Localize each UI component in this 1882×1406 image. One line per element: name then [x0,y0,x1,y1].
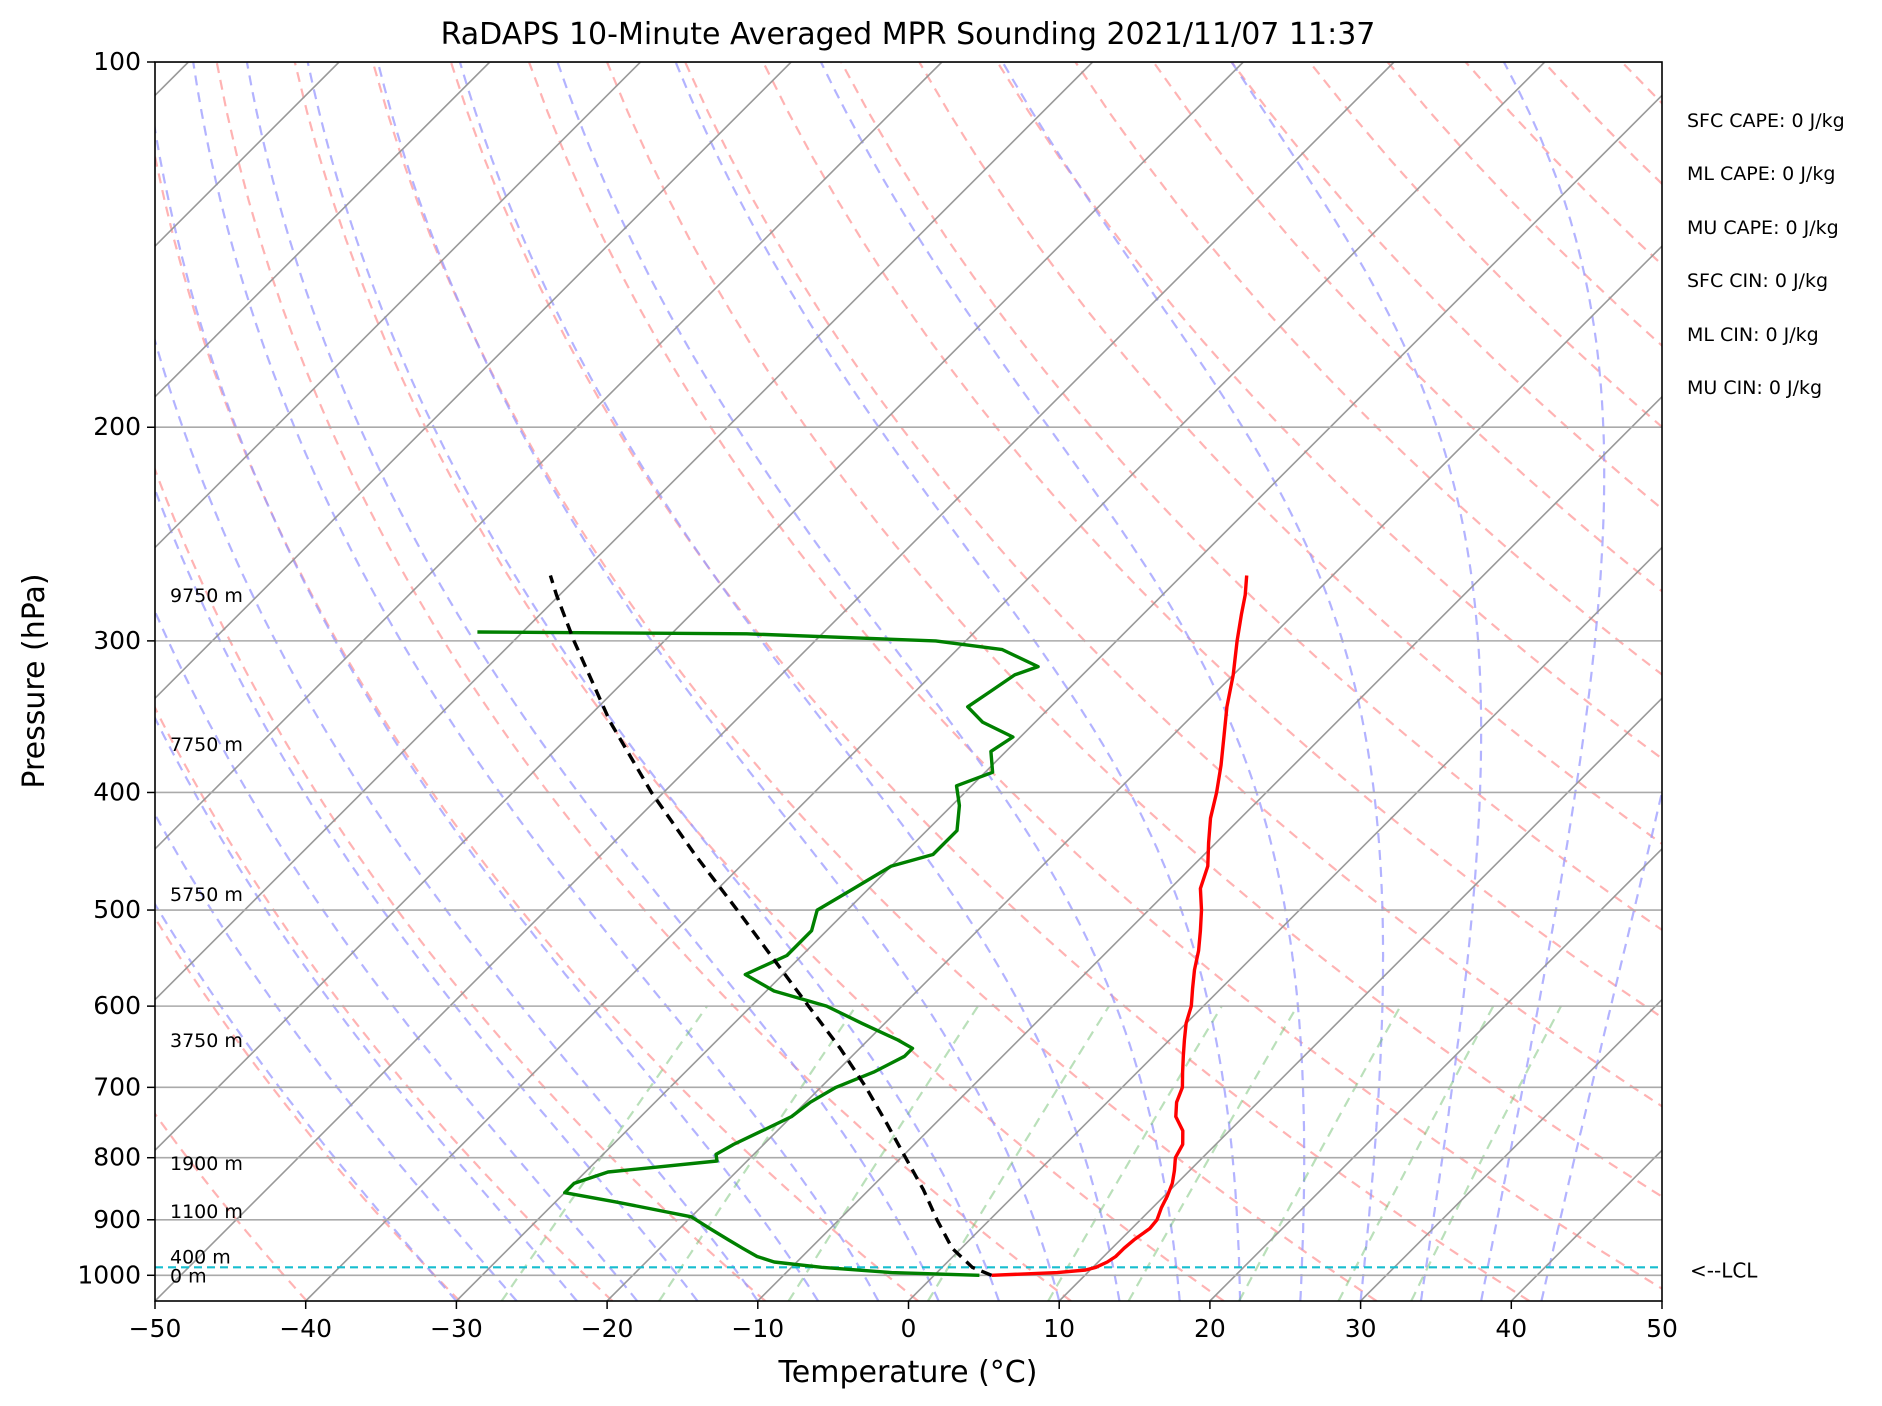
isotherm [155,62,491,398]
x-tick-label: 20 [1194,1314,1226,1343]
stat-ml-cape: ML CAPE: 0 J/kg [1687,163,1836,186]
height-label: 0 m [170,1265,207,1287]
dry-adiabat [762,62,1662,1019]
mixing-ratio-line [1410,1005,1562,1301]
isotherm [155,62,1244,1152]
mixing-ratio-line [1127,1005,1299,1301]
isotherm [1209,847,1662,1301]
stat-mu-cape: MU CAPE: 0 J/kg [1687,216,1839,239]
dewpoint-profile [477,630,1040,1277]
dry-adiabat [293,62,1225,1301]
dry-adiabat [155,705,614,1301]
y-tick-label: 300 [93,626,141,655]
isotherm [757,395,1662,1301]
height-label: 5750 m [170,884,243,906]
isotherm [305,62,1546,1301]
x-tick-label: −50 [129,1314,182,1343]
x-tick-label: 30 [1345,1314,1377,1343]
moist-adiabat [1480,62,1606,1301]
y-axis-label: Pressure (hPa) [17,573,52,788]
y-tick-label: 800 [93,1143,141,1172]
x-tick-label: −20 [581,1314,634,1343]
moist-adiabat [155,715,578,1301]
isotherm [155,62,1094,1001]
stat-sfc-cape: SFC CAPE: 0 J/kg [1687,110,1845,132]
moist-adiabat [155,122,820,1301]
dry-adiabat [684,62,1662,1108]
dry-adiabat [215,62,1072,1301]
moist-adiabat [192,62,880,1301]
height-label: 1900 m [170,1153,243,1175]
x-tick-label: 10 [1043,1314,1075,1343]
temperature-profile [991,575,1249,1277]
height-label: 1100 m [170,1201,243,1223]
dry-adiabat [155,466,767,1301]
parcel-path [548,574,993,1277]
dry-adiabat [605,62,1662,1198]
isotherm [155,62,943,851]
isotherm [155,62,642,549]
moist-adiabat [458,62,1121,1301]
y-tick-label: 200 [93,412,141,441]
x-tick-label: 40 [1495,1314,1527,1343]
dry-adiabat [155,915,461,1301]
y-tick-label: 700 [93,1072,141,1101]
height-label: 7750 m [170,734,243,756]
mixing-ratio-line [787,1005,979,1301]
stat-mu-cin: MU CIN: 0 J/kg [1687,376,1823,399]
moist-adiabat [674,62,1242,1301]
y-tick-label: 1000 [77,1260,141,1289]
x-tick-label: 50 [1646,1314,1678,1343]
isotherm [1360,998,1662,1301]
moist-adiabat [155,812,518,1301]
lcl-label: <--LCL [1690,1258,1758,1282]
y-tick-label: 100 [93,47,141,76]
height-label: 9750 m [170,585,243,607]
mixing-ratio-line [658,1005,857,1301]
moist-adiabat [1230,62,1483,1301]
dry-adiabat [1152,62,1662,593]
moist-adiabat [1540,787,1662,1301]
isotherm [1058,697,1662,1301]
moist-adiabat [376,62,1061,1301]
dry-adiabat [1856,62,1882,1301]
dry-adiabat [371,62,1378,1301]
isotherm [155,62,1395,1301]
y-tick-label: 500 [93,895,141,924]
mixing-ratio-line [1337,1005,1495,1301]
height-label: 400 m [170,1247,231,1269]
moist-adiabat [1001,62,1385,1301]
x-tick-label: −30 [430,1314,483,1343]
plot-background [155,62,1662,1301]
moist-adiabat [245,62,940,1301]
moist-adiabat [819,62,1306,1301]
mixing-ratio-line [1238,1005,1402,1301]
x-tick-label: 0 [901,1314,917,1343]
stat-sfc-cin: SFC CIN: 0 J/kg [1687,270,1829,293]
moist-adiabat [556,62,1181,1301]
isotherm [907,546,1662,1301]
dry-adiabat [840,62,1662,932]
isotherm [455,94,1662,1301]
moist-adiabat [306,62,1000,1301]
x-axis-label: Temperature (°C) [778,1355,1038,1390]
isotherm [155,62,792,700]
stats-panel: SFC CAPE: 0 J/kg ML CAPE: 0 J/kg MU CAPE… [1687,108,1845,428]
dry-adiabat [996,62,1662,760]
y-tick-label: 900 [93,1205,141,1234]
dry-adiabat [527,62,1662,1290]
mixing-ratio-line [927,1005,1110,1301]
mixing-ratio-line [500,1005,709,1301]
stat-ml-cin: ML CIN: 0 J/kg [1687,323,1819,346]
chart-title: RaDAPS 10-Minute Averaged MPR Sounding 2… [441,17,1376,52]
x-tick-label: −40 [279,1314,332,1343]
moist-adiabat [155,486,699,1301]
isotherm [606,244,1662,1301]
y-tick-label: 600 [93,991,141,1020]
y-tick-label: 400 [93,777,141,806]
x-tick-label: −10 [731,1314,784,1343]
moist-adiabat [155,608,639,1301]
height-label: 3750 m [170,1030,243,1052]
